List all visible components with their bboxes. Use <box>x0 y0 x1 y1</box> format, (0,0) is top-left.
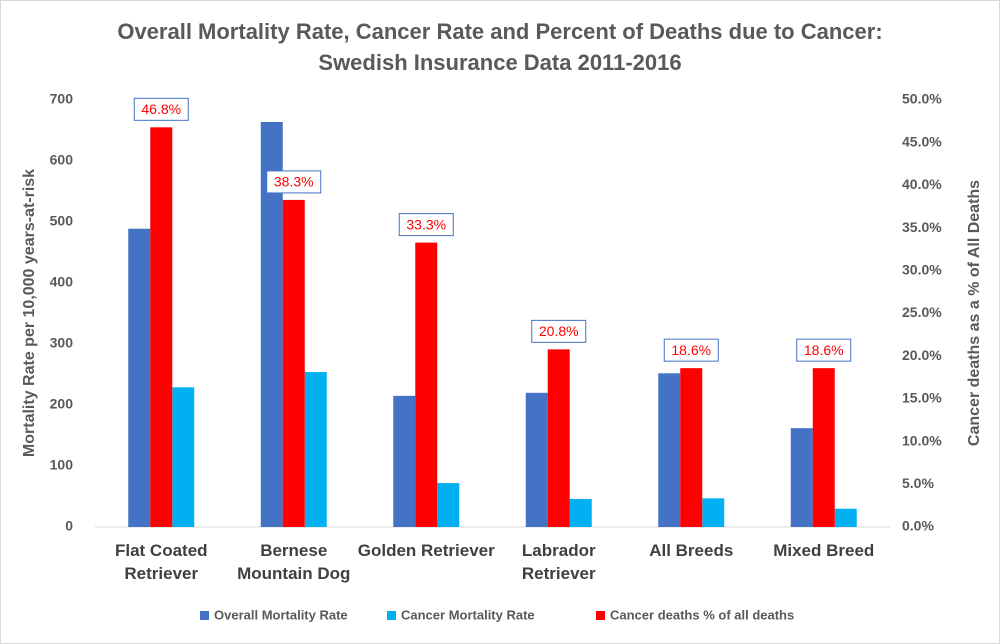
x-tick-label-box: All Breeds <box>649 541 734 560</box>
bar <box>304 372 327 527</box>
bar <box>680 368 703 527</box>
bar <box>150 127 173 527</box>
bar <box>393 395 416 527</box>
bar <box>282 199 305 527</box>
y2-tick-label: 25.0% <box>902 304 942 320</box>
value-label-box <box>663 338 719 362</box>
y-tick-label: 300 <box>50 335 74 351</box>
y2-axis-title: Cancer deaths as a % of All Deaths <box>966 180 983 446</box>
y-tick-label: 100 <box>50 457 74 473</box>
bar <box>658 373 681 527</box>
y2-tick-label: 40.0% <box>902 176 942 192</box>
x-tick-label: Mixed Breed <box>773 541 875 560</box>
legend-swatch <box>200 611 209 620</box>
value-label-box <box>398 213 454 237</box>
legend-swatch <box>596 611 605 620</box>
legend-label: Overall Mortality Rate <box>214 607 348 622</box>
bar <box>437 483 460 527</box>
value-label: 18.6% <box>804 342 844 358</box>
y2-tick-label: 20.0% <box>902 347 942 363</box>
value-label: 46.8% <box>141 101 181 117</box>
value-label-box <box>266 170 322 194</box>
bar <box>702 498 725 527</box>
bar <box>812 368 835 527</box>
y-tick-label: 600 <box>50 152 74 168</box>
x-tick-label-box: Flat Coated Retriever <box>114 541 208 583</box>
value-label-box <box>796 338 852 362</box>
value-label: 33.3% <box>406 216 446 232</box>
x-tick-label: Golden Retriever <box>357 541 495 560</box>
bar <box>172 387 195 527</box>
y-tick-label: 200 <box>50 396 74 412</box>
value-label-box <box>133 97 189 121</box>
y2-tick-label: 10.0% <box>902 432 942 448</box>
bar <box>128 228 151 527</box>
y2-tick-label: 50.0% <box>902 91 942 107</box>
y-axis-title: Mortality Rate per 10,000 years-at-risk <box>21 169 38 457</box>
value-label: 38.3% <box>274 174 314 190</box>
chart-title: Overall Mortality Rate, Cancer Rate and … <box>117 19 882 44</box>
y-tick-label: 500 <box>50 213 74 229</box>
x-tick-label-box: Mixed Breed <box>773 541 875 560</box>
value-label: 18.6% <box>671 342 711 358</box>
legend-label: Cancer Mortality Rate <box>401 607 535 622</box>
y-tick-label: 0 <box>65 518 73 534</box>
bar <box>569 498 592 527</box>
bar <box>260 121 283 528</box>
chart-subtitle: Swedish Insurance Data 2011-2016 <box>318 50 681 75</box>
value-label: 20.8% <box>539 323 579 339</box>
x-tick-label: All Breeds <box>649 541 734 560</box>
bar <box>547 349 570 527</box>
y2-tick-label: 0.0% <box>902 518 934 534</box>
y2-tick-label: 45.0% <box>902 133 942 149</box>
bar <box>415 242 438 528</box>
value-label-box <box>531 319 587 343</box>
x-tick-label-box: Bernese Mountain Dog <box>237 541 351 583</box>
y2-tick-label: 5.0% <box>902 475 934 491</box>
x-tick-label: Flat Coated Retriever <box>114 541 208 583</box>
y2-tick-label: 30.0% <box>902 262 942 278</box>
y-tick-label: 400 <box>50 274 74 290</box>
y-tick-label: 700 <box>50 91 74 107</box>
x-tick-label: Labrador Retriever <box>521 541 596 583</box>
bar <box>790 428 813 527</box>
y2-tick-label: 35.0% <box>902 219 942 235</box>
x-tick-label: Bernese Mountain Dog <box>237 541 351 583</box>
legend-label: Cancer deaths % of all deaths <box>610 607 794 622</box>
y2-tick-label: 15.0% <box>902 390 942 406</box>
x-tick-label-box: Labrador Retriever <box>521 541 596 583</box>
legend-swatch <box>387 611 396 620</box>
x-tick-label-box: Golden Retriever <box>357 541 495 560</box>
bar <box>834 508 857 527</box>
bar <box>525 392 548 527</box>
